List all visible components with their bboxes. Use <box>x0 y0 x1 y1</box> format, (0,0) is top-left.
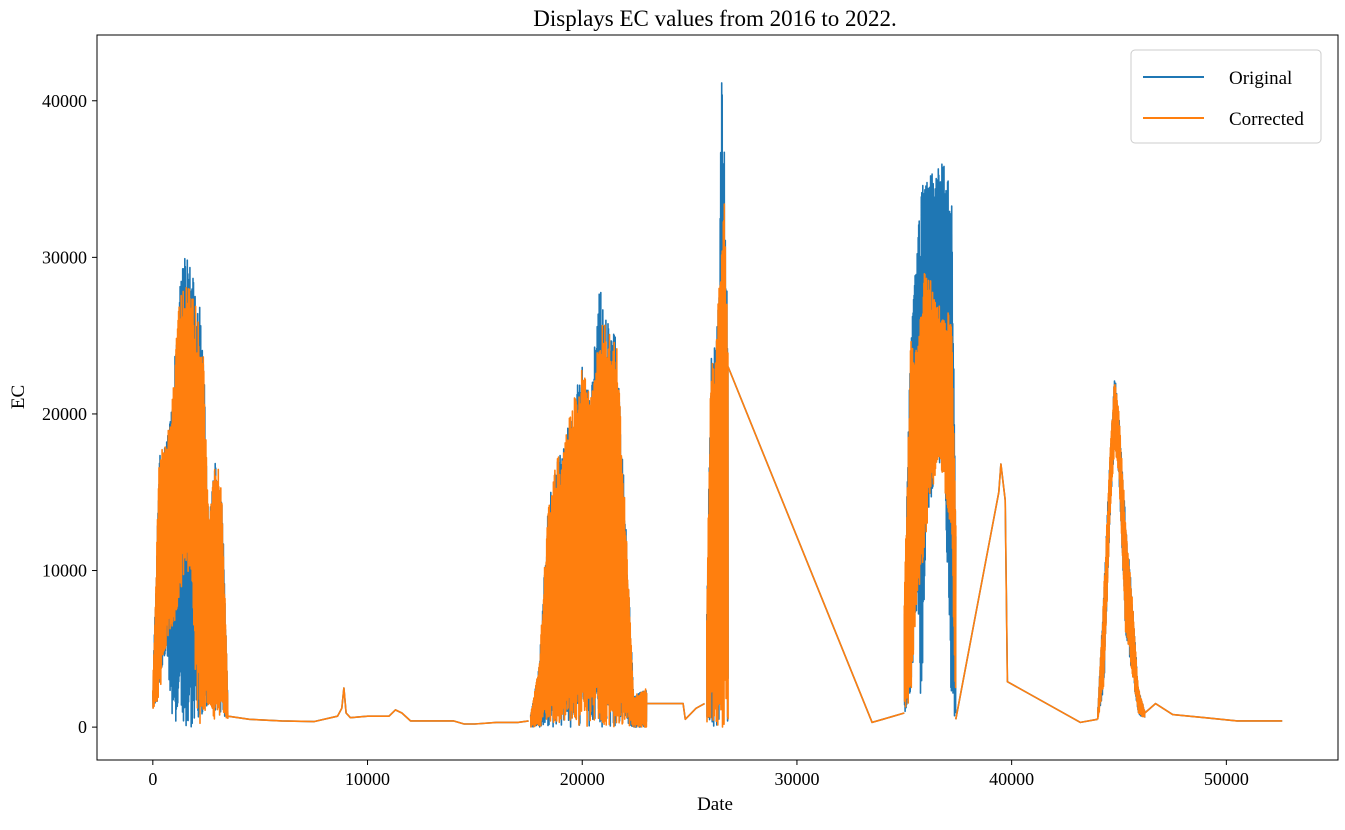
legend-label-original: Original <box>1229 68 1292 89</box>
x-tick-label: 30000 <box>774 769 819 789</box>
legend-label-corrected: Corrected <box>1229 109 1304 130</box>
series-line-corrected <box>227 687 529 725</box>
series-line-corrected <box>903 273 957 708</box>
y-tick-label: 40000 <box>42 91 87 111</box>
x-tick-label: 50000 <box>1204 769 1249 789</box>
series-layer <box>152 82 1283 728</box>
series-line-corrected <box>529 324 648 728</box>
y-tick-label: 20000 <box>42 404 87 424</box>
y-axis-label: EC <box>8 385 29 409</box>
series-line-original <box>646 702 705 721</box>
series-line-corrected <box>955 463 1098 724</box>
series-line-original <box>227 687 529 725</box>
series-corrected <box>152 203 1283 728</box>
x-tick-label: 0 <box>148 769 157 789</box>
y-tick-label: 30000 <box>42 247 87 267</box>
series-line-corrected <box>727 366 905 724</box>
series-line-original <box>727 366 905 724</box>
legend-box <box>1130 49 1322 144</box>
y-axis: 0 10000 20000 30000 40000 <box>42 91 97 737</box>
plot-area <box>96 34 1339 761</box>
chart-title: Displays EC values from 2016 to 2022. <box>533 6 897 31</box>
x-tick-label: 40000 <box>989 769 1034 789</box>
x-tick-label: 10000 <box>345 769 390 789</box>
series-line-corrected <box>646 702 705 721</box>
series-line-corrected <box>1144 702 1283 722</box>
plot-frame <box>96 34 1339 761</box>
y-tick-label: 0 <box>78 717 87 737</box>
series-line-corrected <box>706 203 729 728</box>
series-line-corrected <box>152 286 229 725</box>
y-tick-label: 10000 <box>42 561 87 581</box>
legend: Original Corrected <box>1130 49 1322 144</box>
x-tick-label: 20000 <box>560 769 605 789</box>
series-line-corrected <box>1096 384 1146 720</box>
x-axis-label: Date <box>697 794 733 815</box>
series-line-original <box>955 463 1098 724</box>
x-axis: 0 10000 20000 30000 40000 50000 <box>148 760 1249 789</box>
